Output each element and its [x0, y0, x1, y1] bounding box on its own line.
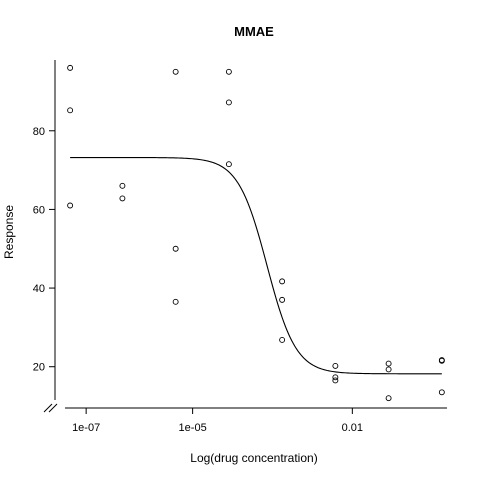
data-point-0: [67, 64, 74, 71]
axis-break-mark: [43, 403, 58, 413]
y-tick-label-2: 60: [33, 204, 45, 216]
data-point-13: [279, 337, 286, 343]
data-point-10: [225, 161, 232, 168]
y-axis-label: Response: [2, 205, 16, 259]
data-point-17: [385, 360, 392, 367]
y-tick-label-3: 80: [33, 126, 45, 138]
data-point-7: [172, 298, 179, 305]
y-tick-label-0: 20: [33, 362, 45, 374]
data-point-3: [119, 182, 126, 189]
x-tick-label-0: 1e-07: [72, 422, 100, 434]
data-point-19: [385, 395, 392, 402]
x-tick-label-1: 1e-05: [179, 422, 207, 434]
x-axis-label: Log(drug concentration): [190, 451, 317, 465]
data-point-18: [385, 366, 392, 373]
data-point-12: [279, 296, 286, 303]
data-points: [67, 64, 445, 402]
data-point-1: [67, 107, 74, 114]
data-point-8: [225, 68, 232, 75]
data-point-5: [172, 68, 179, 75]
data-point-11: [279, 278, 286, 285]
data-point-4: [119, 195, 126, 202]
data-point-6: [172, 245, 179, 252]
axis-ticks: 1e-07 1e-05 0.01 20 40 60 80: [33, 126, 363, 434]
fitted-curve: [70, 156, 442, 375]
y-tick-label-1: 40: [33, 283, 45, 295]
data-point-22: [438, 389, 445, 396]
data-point-9: [225, 99, 232, 106]
data-point-21: [438, 357, 445, 364]
data-point-15: [332, 374, 339, 381]
data-point-16: [332, 377, 339, 384]
x-tick-label-2: 0.01: [342, 422, 363, 434]
chart-title: MMAE: [234, 24, 274, 39]
data-point-2: [67, 202, 74, 209]
data-point-14: [332, 362, 339, 369]
